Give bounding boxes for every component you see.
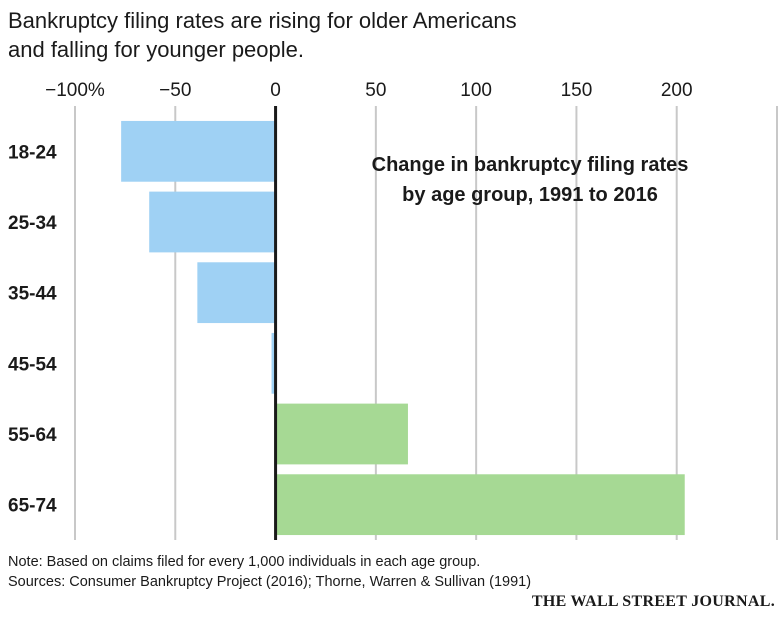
bar: [275, 474, 685, 536]
x-tick-label: 100: [460, 80, 492, 101]
x-tick-label: 200: [661, 80, 693, 101]
x-tick-label: 0: [270, 80, 281, 101]
x-tick-label: 150: [561, 80, 593, 101]
category-label: 25-34: [8, 213, 57, 234]
publication-credit: THE WALL STREET JOURNAL.: [531, 593, 775, 610]
category-label: 65-74: [8, 496, 57, 517]
x-tick-label: −50: [159, 80, 191, 101]
chart-notes: Note: Based on claims filed for every 1,…: [8, 552, 531, 592]
bar: [121, 120, 276, 182]
category-label: 55-64: [8, 425, 57, 446]
chart-headline: Bankruptcy filing rates are rising for o…: [8, 6, 768, 64]
headline-line-2: and falling for younger people.: [8, 37, 304, 62]
bar-chart: −100% −50 0 50 100 150 200 18-24 25-34 35-44 45-54…: [8, 80, 778, 540]
headline-line-1: Bankruptcy filing rates are rising for o…: [8, 8, 517, 33]
sources-text: Sources: Consumer Bankruptcy Project (20…: [8, 574, 532, 590]
bar: [271, 332, 276, 394]
category-label: 35-44: [8, 284, 57, 305]
note-text: Note: Based on claims filed for every 1,…: [8, 554, 481, 570]
category-label: 18-24: [8, 142, 57, 163]
chart-title-line: by age group, 1991 to 2016: [402, 184, 658, 206]
category-label: 45-54: [8, 354, 57, 375]
bar: [149, 191, 276, 253]
bar: [197, 262, 276, 324]
chart-title-line: Change in bankruptcy filing rates: [372, 154, 689, 176]
x-tick-label: −100%: [45, 80, 105, 101]
x-tick-label: 50: [365, 80, 386, 101]
bar: [275, 403, 408, 465]
